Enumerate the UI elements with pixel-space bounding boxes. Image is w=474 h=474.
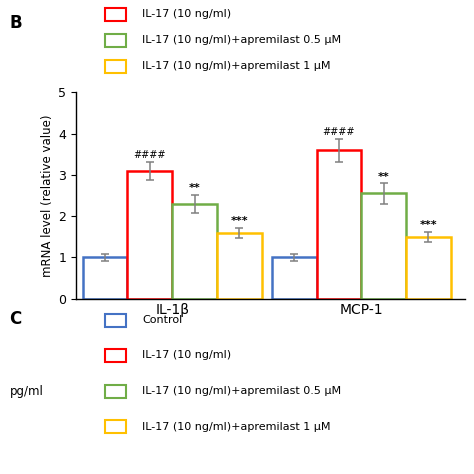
Bar bbox=[272, 257, 317, 299]
Y-axis label: mRNA level (relative value): mRNA level (relative value) bbox=[41, 114, 54, 277]
FancyBboxPatch shape bbox=[105, 349, 126, 362]
Text: ####: #### bbox=[323, 127, 355, 137]
FancyBboxPatch shape bbox=[105, 60, 126, 73]
Text: **: ** bbox=[378, 172, 390, 182]
Bar bbox=[361, 193, 406, 299]
FancyBboxPatch shape bbox=[105, 34, 126, 47]
Text: Control: Control bbox=[142, 315, 182, 325]
Bar bbox=[406, 237, 451, 299]
Bar bbox=[317, 150, 361, 299]
Bar bbox=[172, 204, 217, 299]
Text: ***: *** bbox=[419, 220, 437, 230]
Text: IL-17 (10 ng/ml)+apremilast 0.5 μM: IL-17 (10 ng/ml)+apremilast 0.5 μM bbox=[142, 35, 341, 46]
Text: IL-17 (10 ng/ml): IL-17 (10 ng/ml) bbox=[142, 9, 231, 19]
Text: IL-17 (10 ng/ml): IL-17 (10 ng/ml) bbox=[142, 350, 231, 361]
Text: ***: *** bbox=[230, 216, 248, 226]
Text: IL-17 (10 ng/ml)+apremilast 0.5 μM: IL-17 (10 ng/ml)+apremilast 0.5 μM bbox=[142, 386, 341, 396]
FancyBboxPatch shape bbox=[105, 385, 126, 398]
Bar bbox=[128, 171, 172, 299]
FancyBboxPatch shape bbox=[105, 314, 126, 327]
Text: **: ** bbox=[189, 183, 201, 193]
Text: pg/ml: pg/ml bbox=[9, 384, 43, 398]
Text: B: B bbox=[9, 14, 22, 32]
Text: IL-17 (10 ng/ml)+apremilast 1 μM: IL-17 (10 ng/ml)+apremilast 1 μM bbox=[142, 61, 331, 72]
FancyBboxPatch shape bbox=[105, 420, 126, 433]
Text: ####: #### bbox=[134, 150, 166, 160]
Text: IL-17 (10 ng/ml)+apremilast 1 μM: IL-17 (10 ng/ml)+apremilast 1 μM bbox=[142, 421, 331, 432]
Bar bbox=[83, 257, 128, 299]
Text: C: C bbox=[9, 310, 22, 328]
FancyBboxPatch shape bbox=[105, 8, 126, 21]
Bar bbox=[217, 233, 262, 299]
